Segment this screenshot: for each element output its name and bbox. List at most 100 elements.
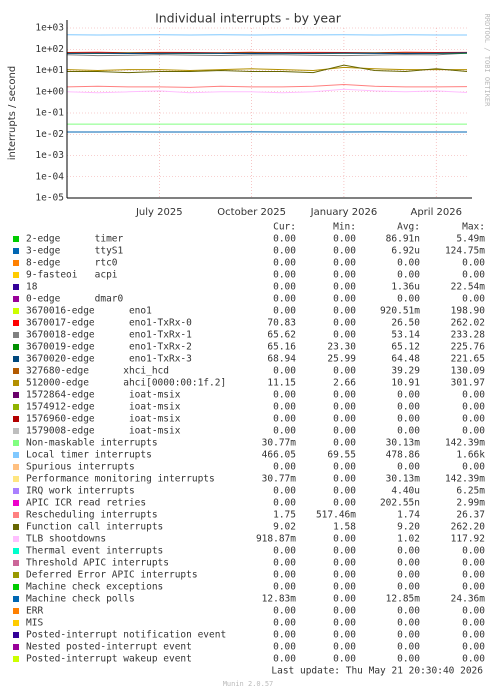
legend-value: 0.00	[333, 474, 356, 485]
legend-value: 0.00	[397, 618, 420, 629]
legend-value: 65.12	[391, 342, 420, 353]
legend-value: 0.00	[273, 498, 296, 509]
legend-value: 0.00	[333, 294, 356, 305]
legend-value: 0.00	[462, 462, 485, 473]
legend-value: 0.00	[273, 306, 296, 317]
legend-swatch	[13, 644, 19, 650]
legend-value: 301.97	[451, 378, 485, 389]
legend-value: 0.00	[462, 642, 485, 653]
legend-value: 0.00	[333, 258, 356, 269]
legend-value: 0.00	[273, 462, 296, 473]
legend-value: 0.00	[462, 618, 485, 629]
legend-value: 0.00	[397, 558, 420, 569]
legend-value: 0.00	[397, 570, 420, 581]
y-tick-label: 1e+00	[35, 86, 64, 97]
legend-value: 0.00	[333, 534, 356, 545]
legend-name: Function call interrupts	[26, 522, 163, 533]
x-tick-label: January 2026	[310, 207, 378, 218]
y-tick-label: 1e-03	[35, 150, 64, 161]
legend-swatch	[13, 428, 19, 434]
x-tick-label: April 2026	[410, 207, 461, 218]
legend-swatch	[13, 632, 19, 638]
legend-swatch	[13, 296, 19, 302]
legend-value: 0.00	[333, 606, 356, 617]
legend-name: 1572864-edge ioat-msix	[26, 390, 181, 401]
legend-value: 1.75	[273, 510, 296, 521]
legend-value: 30.77m	[262, 474, 297, 485]
legend-name: 3-edge ttyS1	[26, 246, 124, 257]
legend-swatch	[13, 584, 19, 590]
y-tick-label: 1e-05	[35, 193, 64, 204]
legend-value: 0.00	[462, 606, 485, 617]
legend-value: 0.00	[462, 630, 485, 641]
legend-value: 0.00	[397, 294, 420, 305]
legend-value: 130.09	[451, 366, 486, 377]
legend-swatch	[13, 404, 19, 410]
y-tick-label: 1e+03	[35, 23, 64, 34]
legend-value: 0.00	[333, 462, 356, 473]
legend-name: 3670019-edge eno1-TxRx-2	[26, 342, 192, 353]
legend-value: 23.30	[327, 342, 356, 353]
legend-value: 0.00	[333, 390, 356, 401]
legend-value: 124.75m	[445, 246, 485, 257]
legend-value: 0.00	[462, 414, 485, 425]
legend-name: Posted-interrupt wakeup event	[26, 654, 192, 665]
legend-swatch	[13, 464, 19, 470]
legend-value: 11.15	[267, 378, 296, 389]
legend-value: 0.00	[333, 306, 356, 317]
legend-name: Nested posted-interrupt event	[26, 642, 192, 653]
legend-value: 12.85m	[386, 594, 421, 605]
y-tick-label: 1e-01	[35, 108, 64, 119]
legend-value: 70.83	[267, 318, 296, 329]
legend-value: 12.83m	[262, 594, 297, 605]
legend-value: 0.00	[462, 546, 485, 557]
legend-name: Deferred Error APIC interrupts	[26, 570, 198, 581]
y-axis-label: interrupts / second	[7, 66, 18, 160]
legend-value: 225.76	[451, 342, 486, 353]
legend-swatch	[13, 356, 19, 362]
legend-name: ERR	[26, 606, 43, 617]
legend-name: 2-edge timer	[26, 234, 124, 245]
series-line	[66, 52, 468, 55]
legend-value: 2.99m	[456, 498, 485, 509]
legend-value: 53.14	[391, 330, 420, 341]
legend-value: 202.55n	[380, 498, 420, 509]
y-tick-label: 1e-04	[35, 171, 64, 182]
legend-value: 0.00	[397, 630, 420, 641]
legend-swatch	[13, 308, 19, 314]
side-label: RRDTOOL / TOBI OETIKER	[483, 14, 491, 108]
legend-name: 18	[26, 282, 38, 293]
legend-value: 0.00	[333, 594, 356, 605]
legend-swatch	[13, 368, 19, 374]
legend-swatch	[13, 512, 19, 518]
legend-value: 0.00	[273, 294, 296, 305]
legend-swatch	[13, 620, 19, 626]
legend-name: Machine check exceptions	[26, 582, 163, 593]
legend-value: 65.62	[267, 330, 296, 341]
legend-swatch	[13, 392, 19, 398]
legend-value: 0.00	[273, 270, 296, 281]
legend-name: Local timer interrupts	[26, 450, 152, 461]
series-line	[66, 66, 467, 72]
series-line	[66, 83, 468, 88]
legend-value: 5.49m	[456, 234, 485, 245]
legend-swatch	[13, 596, 19, 602]
legend-value: 0.00	[462, 570, 485, 581]
legend-value: 39.29	[391, 366, 420, 377]
legend-value: 0.00	[333, 630, 356, 641]
legend-name: 8-edge rtc0	[26, 258, 118, 269]
legend-value: 24.36m	[451, 594, 486, 605]
column-header: Cur:	[273, 222, 296, 233]
legend-value: 0.00	[273, 366, 296, 377]
y-tick-label: 1e+01	[35, 65, 64, 76]
legend-name: 512000-edge ahci[0000:00:1f.2]	[26, 378, 226, 389]
legend-value: 920.51m	[380, 306, 420, 317]
legend-value: 0.00	[397, 426, 420, 437]
legend-value: 0.00	[333, 318, 356, 329]
legend-value: 0.00	[333, 558, 356, 569]
legend-swatch	[13, 284, 19, 290]
legend-value: 0.00	[397, 462, 420, 473]
legend-swatch	[13, 656, 19, 662]
legend-value: 0.00	[273, 414, 296, 425]
legend-value: 0.00	[273, 630, 296, 641]
